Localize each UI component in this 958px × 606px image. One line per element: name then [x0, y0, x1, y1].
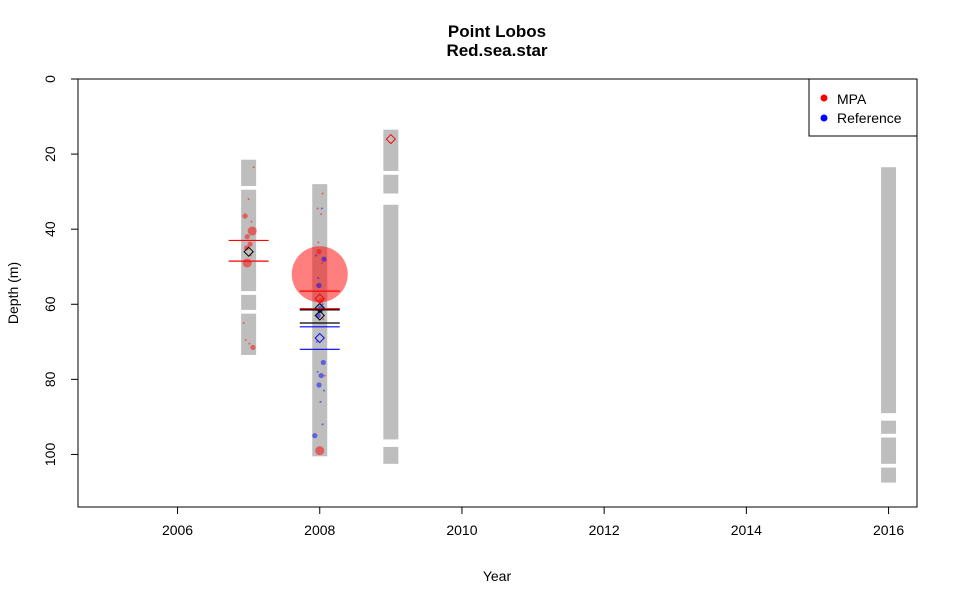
mean-diamond	[314, 310, 325, 321]
depth-band-2016	[881, 437, 897, 464]
data-point-reference	[315, 254, 318, 257]
data-point-mpa	[322, 318, 325, 321]
x-tick-label: 2014	[731, 522, 762, 538]
data-points	[242, 166, 348, 456]
plot-frame	[77, 78, 918, 508]
depth-band-2009	[383, 446, 399, 464]
data-point-mpa	[318, 297, 324, 304]
data-point-mpa	[320, 261, 323, 264]
data-point-mpa	[244, 234, 250, 240]
data-point-mpa	[316, 249, 322, 255]
y-axis: 0 20 40 60 80 100	[42, 75, 78, 466]
data-point-mpa	[247, 226, 257, 236]
data-point-reference	[321, 423, 324, 426]
data-point-mpa	[291, 246, 348, 303]
data-point-reference	[316, 370, 319, 373]
depth-band-2016	[881, 167, 897, 414]
mean-markers	[228, 133, 397, 350]
y-axis-label: Depth (m)	[5, 262, 21, 324]
data-point-reference	[321, 256, 327, 262]
depth-band-2009	[383, 174, 399, 194]
chart-subtitle: Red.sea.star	[446, 41, 547, 60]
x-axis: 2006 2008 2010 2012 2014 2016	[162, 507, 904, 538]
x-tick-label: 2006	[162, 522, 193, 538]
data-point-reference	[316, 282, 322, 289]
depth-band-2007	[241, 294, 257, 310]
depth-band-2007	[241, 313, 257, 355]
data-point-reference	[320, 359, 326, 366]
data-point-mpa	[247, 198, 250, 201]
data-point-reference	[323, 389, 326, 392]
mean-diamond	[385, 133, 397, 145]
depth-band-2009	[383, 129, 399, 171]
data-point-mpa	[315, 446, 325, 456]
data-point-reference	[312, 433, 318, 439]
x-axis-label: Year	[483, 568, 512, 584]
data-point-mpa	[316, 207, 319, 210]
mean-diamond	[314, 293, 325, 304]
data-point-mpa	[243, 245, 250, 251]
data-point-mpa	[244, 338, 247, 341]
chart-title: Point Lobos	[448, 22, 546, 41]
depth-band-2016	[881, 467, 897, 483]
data-point-mpa	[323, 374, 326, 377]
data-point-mpa	[242, 258, 252, 268]
x-tick-label: 2008	[304, 522, 335, 538]
legend-box	[808, 78, 918, 137]
data-point-mpa	[321, 192, 324, 195]
legend-label-reference: Reference	[837, 110, 902, 126]
y-tick-label: 80	[42, 371, 58, 387]
data-point-reference	[319, 400, 322, 403]
depth-band-2009	[383, 204, 399, 440]
data-point-mpa	[250, 344, 256, 351]
y-tick-label: 40	[42, 221, 58, 237]
depth-band-2007	[241, 159, 257, 186]
data-point-reference	[321, 303, 324, 306]
y-tick-label: 20	[42, 146, 58, 162]
mean-diamond	[314, 332, 325, 344]
mean-diamond	[314, 302, 325, 314]
data-point-reference	[315, 340, 318, 343]
legend-swatch-reference	[820, 114, 828, 122]
y-tick-label: 60	[42, 296, 58, 312]
sampled-depth-bands	[241, 129, 897, 483]
data-point-mpa	[250, 220, 253, 223]
data-point-reference	[318, 372, 324, 379]
legend: MPA Reference	[808, 78, 918, 137]
x-tick-label: 2016	[873, 522, 904, 538]
data-point-reference	[317, 276, 320, 279]
data-point-mpa	[242, 322, 245, 325]
data-point-mpa	[247, 241, 253, 247]
y-tick-label: 0	[42, 75, 58, 83]
mean-diamond	[243, 246, 254, 257]
data-point-mpa	[242, 213, 248, 219]
legend-swatch-mpa	[820, 94, 828, 102]
depth-band-2016	[881, 420, 897, 434]
data-point-mpa	[252, 166, 255, 169]
data-point-reference	[320, 207, 323, 210]
y-tick-label: 100	[42, 443, 58, 467]
legend-label-mpa: MPA	[837, 91, 867, 107]
x-tick-label: 2012	[589, 522, 620, 538]
data-point-reference	[316, 382, 322, 388]
data-point-mpa	[320, 213, 323, 216]
data-point-mpa	[317, 241, 320, 244]
x-tick-label: 2010	[446, 522, 477, 538]
data-point-mpa	[248, 342, 251, 345]
